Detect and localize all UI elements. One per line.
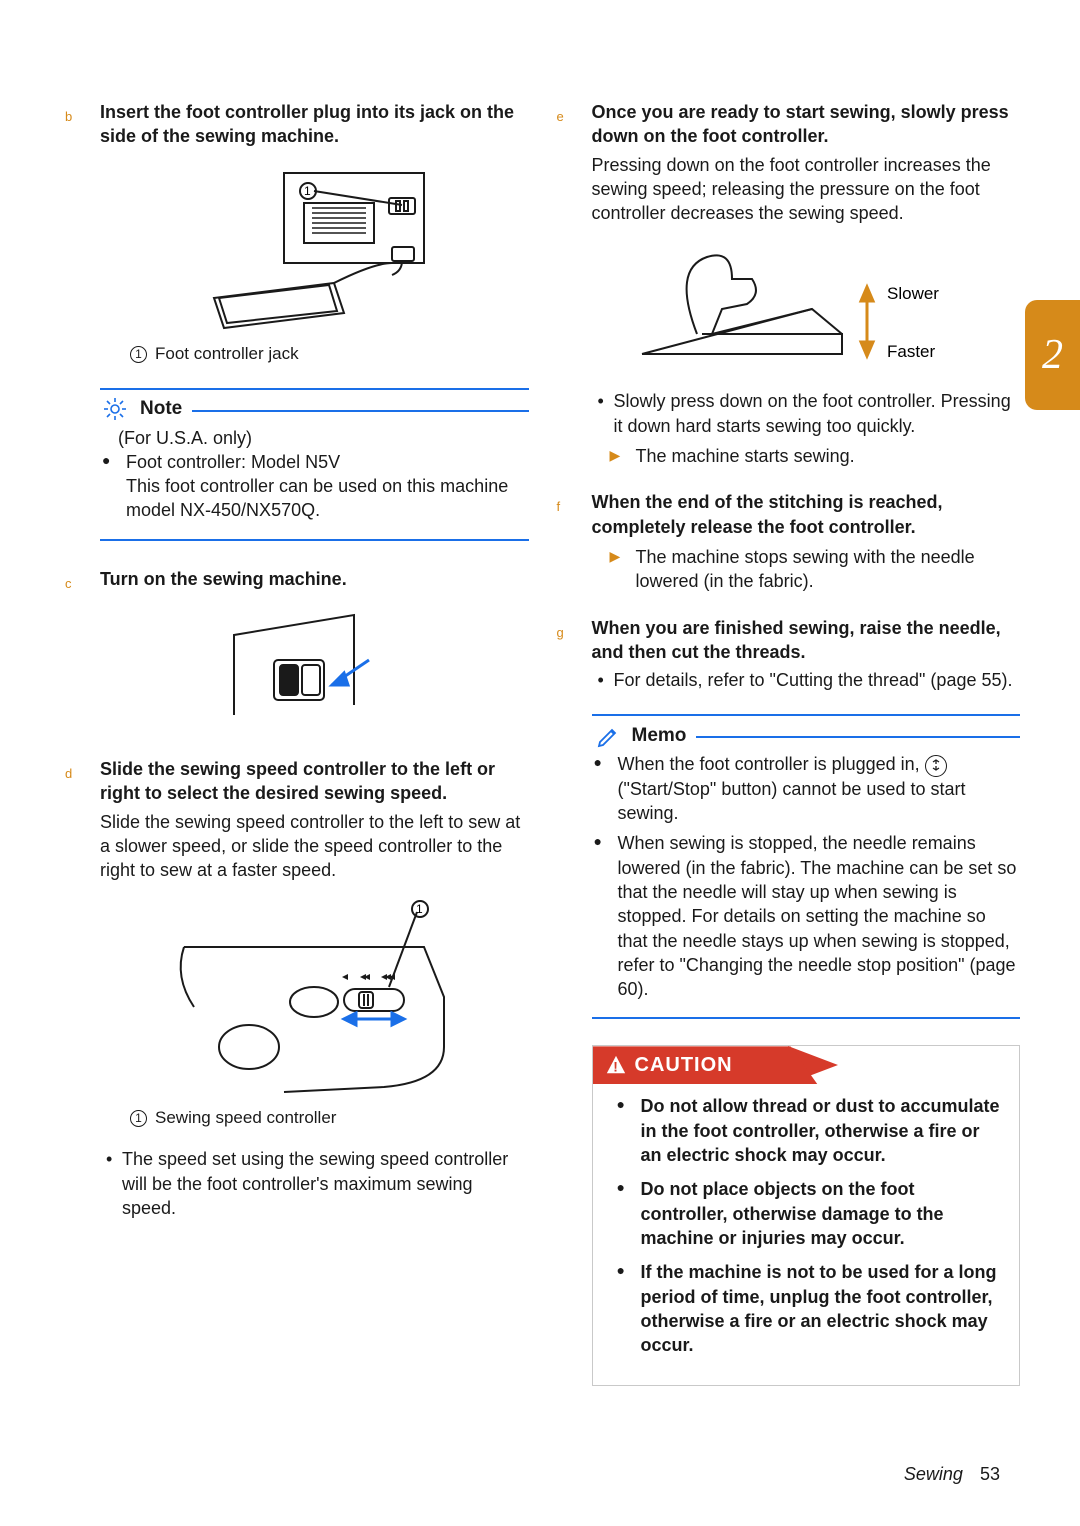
footer-page: 53	[980, 1464, 1000, 1484]
step-f: f When the end of the stitching is reach…	[592, 490, 1021, 593]
memo-box: Memo When the foot controller is plugged…	[592, 714, 1021, 1019]
step-c: c Turn on the sewing machine.	[100, 567, 529, 735]
step-d-dots: The speed set using the sewing speed con…	[100, 1147, 529, 1220]
warning-icon: !	[605, 1054, 627, 1076]
step-f-letter: f	[557, 498, 561, 516]
figure-b-caption: 1 Foot controller jack	[130, 343, 529, 366]
caution-title-text: CAUTION	[635, 1052, 733, 1079]
caution-body: Do not allow thread or dust to accumulat…	[593, 1084, 1020, 1373]
note-bullet-body: This foot controller can be used on this…	[126, 476, 508, 520]
step-g-heading: When you are finished sewing, raise the …	[592, 616, 1021, 665]
figure-d-caption-text: Sewing speed controller	[155, 1108, 336, 1127]
note-bullet-head: Foot controller: Model N5V	[126, 452, 340, 472]
memo-header: Memo	[592, 722, 1021, 748]
memo-title: Memo	[632, 723, 687, 749]
figure-pedal: Slower Faster	[612, 239, 1021, 379]
svg-text:1: 1	[416, 902, 423, 916]
caution-list: Do not allow thread or dust to accumulat…	[615, 1094, 1002, 1357]
label-faster: Faster	[887, 342, 936, 361]
caution-item: If the machine is not to be used for a l…	[633, 1260, 1002, 1357]
step-f-heading: When the end of the stitching is reached…	[592, 490, 1021, 539]
page-footer: Sewing 53	[904, 1462, 1000, 1486]
step-b-heading: Insert the foot controller plug into its…	[100, 100, 529, 149]
pencil-icon	[592, 722, 622, 748]
step-e-dot: Slowly press down on the foot controller…	[614, 389, 1021, 438]
memo-bullet-1: When the foot controller is plugged in, …	[610, 752, 1021, 825]
chapter-tab: 2	[1025, 300, 1080, 410]
sun-icon	[100, 396, 130, 422]
step-b-letter: b	[65, 108, 72, 126]
circled-one-icon: 1	[130, 1110, 147, 1127]
right-column: e Once you are ready to start sewing, sl…	[567, 100, 1021, 1386]
left-column: b Insert the foot controller plug into i…	[60, 100, 529, 1386]
note-bullets: Foot controller: Model N5V This foot con…	[100, 450, 529, 523]
memo-rule	[696, 736, 1020, 738]
start-stop-icon	[925, 755, 947, 777]
note-bullet: Foot controller: Model N5V This foot con…	[118, 450, 529, 523]
step-e-letter: e	[557, 108, 564, 126]
note-header: Note	[100, 396, 529, 422]
memo-b1b: ("Start/Stop" button) cannot be used to …	[618, 779, 966, 823]
step-d: d Slide the sewing speed controller to t…	[100, 757, 529, 1220]
label-slower: Slower	[887, 284, 939, 303]
step-g: g When you are finished sewing, raise th…	[592, 616, 1021, 693]
step-e-result: The machine starts sewing.	[610, 444, 1021, 468]
svg-text:!: !	[613, 1060, 619, 1075]
figure-power-switch	[100, 605, 529, 735]
memo-bullet-2: When sewing is stopped, the needle remai…	[610, 831, 1021, 1001]
step-g-dot: For details, refer to "Cutting the threa…	[614, 668, 1021, 692]
step-c-letter: c	[65, 575, 72, 593]
note-rule	[192, 410, 528, 412]
circled-one-icon: 1	[130, 346, 147, 363]
note-box: Note (For U.S.A. only) Foot controller: …	[100, 388, 529, 541]
step-g-letter: g	[557, 624, 564, 642]
note-line1: (For U.S.A. only)	[118, 426, 529, 450]
step-b: b Insert the foot controller plug into i…	[100, 100, 529, 366]
step-g-dots: For details, refer to "Cutting the threa…	[592, 668, 1021, 692]
step-e-heading: Once you are ready to start sewing, slow…	[592, 100, 1021, 149]
memo-b1a: When the foot controller is plugged in,	[618, 754, 925, 774]
step-d-heading: Slide the sewing speed controller to the…	[100, 757, 529, 806]
step-c-heading: Turn on the sewing machine.	[100, 567, 529, 591]
figure-b-caption-text: Foot controller jack	[155, 344, 299, 363]
figure-foot-controller-jack: 1	[100, 163, 529, 333]
chapter-number: 2	[1042, 327, 1063, 384]
footer-section: Sewing	[904, 1464, 963, 1484]
step-d-body: Slide the sewing speed controller to the…	[100, 810, 529, 883]
step-e: e Once you are ready to start sewing, sl…	[592, 100, 1021, 468]
page-content: b Insert the foot controller plug into i…	[0, 0, 1080, 1426]
memo-bullets: When the foot controller is plugged in, …	[592, 752, 1021, 1001]
caution-title-bar: ! CAUTION	[593, 1046, 818, 1084]
note-title: Note	[140, 396, 182, 422]
figure-speed-controller: 1	[100, 897, 529, 1097]
figure-d-caption: 1 Sewing speed controller	[130, 1107, 529, 1130]
caution-item: Do not allow thread or dust to accumulat…	[633, 1094, 1002, 1167]
step-f-result: The machine stops sewing with the needle…	[610, 545, 1021, 594]
step-e-dots: Slowly press down on the foot controller…	[592, 389, 1021, 438]
caution-item: Do not place objects on the foot control…	[633, 1177, 1002, 1250]
caution-header: ! CAUTION	[593, 1046, 1020, 1084]
step-e-body: Pressing down on the foot controller inc…	[592, 153, 1021, 226]
caution-box: ! CAUTION Do not allow thread or dust to…	[592, 1045, 1021, 1386]
step-d-letter: d	[65, 765, 72, 783]
svg-text:1: 1	[304, 184, 311, 198]
step-d-dot: The speed set using the sewing speed con…	[122, 1147, 529, 1220]
